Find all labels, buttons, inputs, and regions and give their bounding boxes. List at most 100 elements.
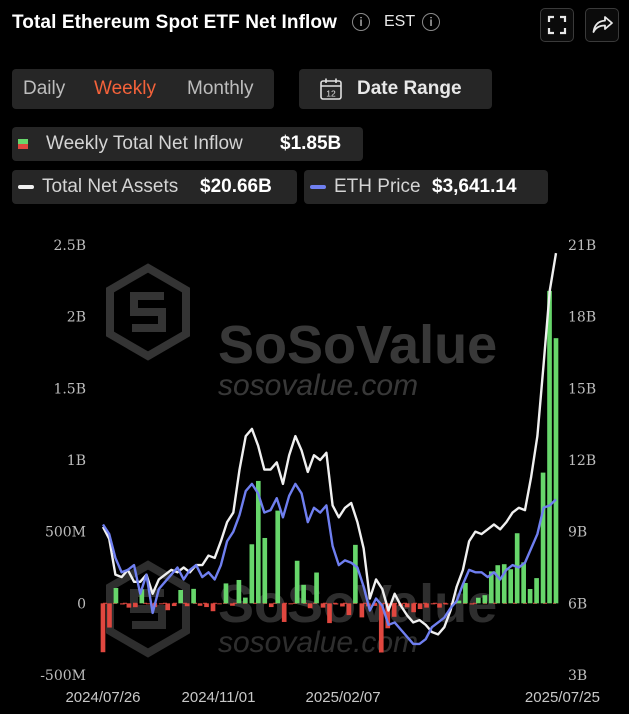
net-inflow-bar[interactable] — [230, 603, 235, 606]
net-inflow-bar[interactable] — [139, 589, 145, 604]
net-inflow-bar[interactable] — [527, 589, 533, 604]
net-inflow-bar[interactable] — [521, 562, 526, 604]
net-inflow-bar[interactable] — [443, 603, 449, 605]
net-inflow-bar[interactable] — [145, 603, 151, 605]
net-inflow-bar[interactable] — [340, 603, 345, 607]
legend-net-inflow[interactable]: Weekly Total Net Inflow $1.85B — [12, 127, 363, 161]
net-inflow-bar[interactable] — [553, 338, 559, 604]
net-inflow-bar[interactable] — [547, 290, 552, 604]
net-inflow-bar[interactable] — [430, 603, 436, 605]
net-inflow-bar[interactable] — [327, 603, 332, 624]
left-tick-label: -500M — [40, 668, 86, 684]
net-inflow-bar[interactable] — [126, 603, 132, 608]
info-icon[interactable]: i — [352, 13, 370, 31]
net-inflow-bar[interactable] — [346, 603, 352, 616]
net-inflow-bar[interactable] — [197, 603, 203, 606]
right-axis: 21B 18B 15B 12B 9B 6B 3B — [568, 238, 596, 684]
left-tick-label: 2B — [67, 310, 86, 326]
net-inflow-bar[interactable] — [204, 603, 209, 608]
net-inflow-bar[interactable] — [391, 603, 397, 617]
net-inflow-bar[interactable] — [191, 588, 196, 604]
net-inflow-bar[interactable] — [540, 472, 546, 604]
net-inflow-bar[interactable] — [469, 603, 475, 605]
interval-tabs: Daily Weekly Monthly — [12, 69, 274, 109]
net-inflow-bar[interactable] — [378, 603, 384, 653]
legend-net-assets-label: Total Net Assets — [42, 176, 179, 197]
net-inflow-bar[interactable] — [385, 603, 391, 629]
timezone-info-icon[interactable]: i — [422, 13, 440, 31]
date-range-button[interactable]: 12 Date Range — [299, 69, 492, 109]
net-inflow-bar[interactable] — [120, 603, 125, 605]
right-tick-label: 9B — [568, 525, 587, 541]
net-inflow-bar[interactable] — [262, 537, 268, 604]
right-tick-label: 15B — [568, 381, 596, 397]
timezone-label: EST — [384, 13, 416, 30]
net-inflow-bar[interactable] — [294, 560, 300, 604]
net-inflow-bar[interactable] — [372, 603, 378, 606]
tab-daily[interactable]: Daily — [23, 78, 66, 99]
net-inflow-bar[interactable] — [113, 588, 119, 604]
net-inflow-bar[interactable] — [107, 603, 112, 628]
net-inflow-bar[interactable] — [534, 578, 539, 604]
net-inflow-bar[interactable] — [411, 603, 416, 613]
share-button[interactable] — [585, 8, 619, 42]
net-inflow-swatch — [18, 139, 28, 149]
net-inflow-bar[interactable] — [217, 603, 222, 605]
net-inflow-bar[interactable] — [281, 603, 287, 622]
net-inflow-bar[interactable] — [456, 600, 462, 604]
net-inflow-bar[interactable] — [463, 582, 468, 604]
net-inflow-bar[interactable] — [353, 544, 358, 604]
fullscreen-button[interactable] — [540, 8, 574, 42]
net-inflow-bar[interactable] — [495, 565, 501, 604]
tab-weekly[interactable]: Weekly — [94, 78, 156, 99]
net-inflow-bar[interactable] — [184, 603, 190, 607]
calendar-icon: 12 — [320, 78, 342, 100]
net-inflow-bar[interactable] — [404, 603, 410, 608]
watermark-site-lower: sosovalue.com — [218, 626, 418, 659]
net-inflow-bar[interactable] — [223, 583, 229, 604]
net-inflow-bar[interactable] — [314, 572, 319, 604]
net-inflow-bar[interactable] — [482, 595, 488, 604]
net-inflow-bar[interactable] — [100, 603, 106, 653]
net-inflow-bar[interactable] — [288, 603, 293, 605]
right-tick-label: 18B — [568, 310, 596, 326]
net-inflow-bar[interactable] — [165, 603, 171, 611]
chart-area: SoSoValue sosovalue.com SoSoValue sosova… — [40, 238, 600, 706]
legend-net-assets[interactable]: Total Net Assets $20.66B — [12, 170, 297, 204]
net-inflow-bar[interactable] — [417, 603, 423, 610]
net-inflow-bar[interactable] — [255, 480, 261, 604]
tab-monthly[interactable]: Monthly — [187, 78, 254, 99]
net-inflow-bar[interactable] — [210, 603, 216, 612]
net-inflow-bar[interactable] — [437, 603, 442, 608]
left-tick-label: 2.5B — [53, 238, 86, 254]
net-inflow-bar[interactable] — [301, 584, 306, 604]
net-inflow-bar[interactable] — [514, 533, 520, 604]
net-inflow-bars — [100, 290, 559, 653]
legend-eth-price[interactable]: ETH Price $3,641.14 — [304, 170, 548, 204]
x-tick-label: 2024/11/01 — [182, 689, 256, 706]
net-assets-swatch — [18, 185, 34, 189]
net-inflow-bar[interactable] — [307, 603, 313, 609]
left-tick-label: 0 — [77, 596, 86, 612]
right-tick-label: 6B — [568, 596, 587, 612]
net-inflow-bar[interactable] — [243, 597, 248, 604]
net-inflow-bar[interactable] — [158, 603, 164, 605]
net-inflow-bar[interactable] — [476, 597, 481, 604]
net-inflow-bar[interactable] — [171, 603, 177, 607]
net-inflow-bar[interactable] — [424, 603, 429, 608]
net-inflow-bar[interactable] — [236, 579, 242, 604]
svg-text:12: 12 — [326, 89, 336, 99]
share-icon — [592, 16, 613, 33]
net-inflow-bar[interactable] — [178, 590, 183, 604]
net-inflow-bar[interactable] — [249, 544, 255, 604]
net-inflow-bar[interactable] — [268, 603, 274, 608]
net-inflow-bar[interactable] — [488, 571, 494, 604]
net-inflow-bar[interactable] — [133, 603, 138, 608]
net-inflow-bar[interactable] — [508, 569, 514, 604]
fullscreen-icon — [547, 15, 567, 35]
net-inflow-bar[interactable] — [275, 510, 281, 604]
net-inflow-bar[interactable] — [501, 564, 507, 604]
net-inflow-bar[interactable] — [333, 603, 339, 605]
net-inflow-bar[interactable] — [359, 603, 365, 618]
net-inflow-bar[interactable] — [320, 603, 326, 608]
